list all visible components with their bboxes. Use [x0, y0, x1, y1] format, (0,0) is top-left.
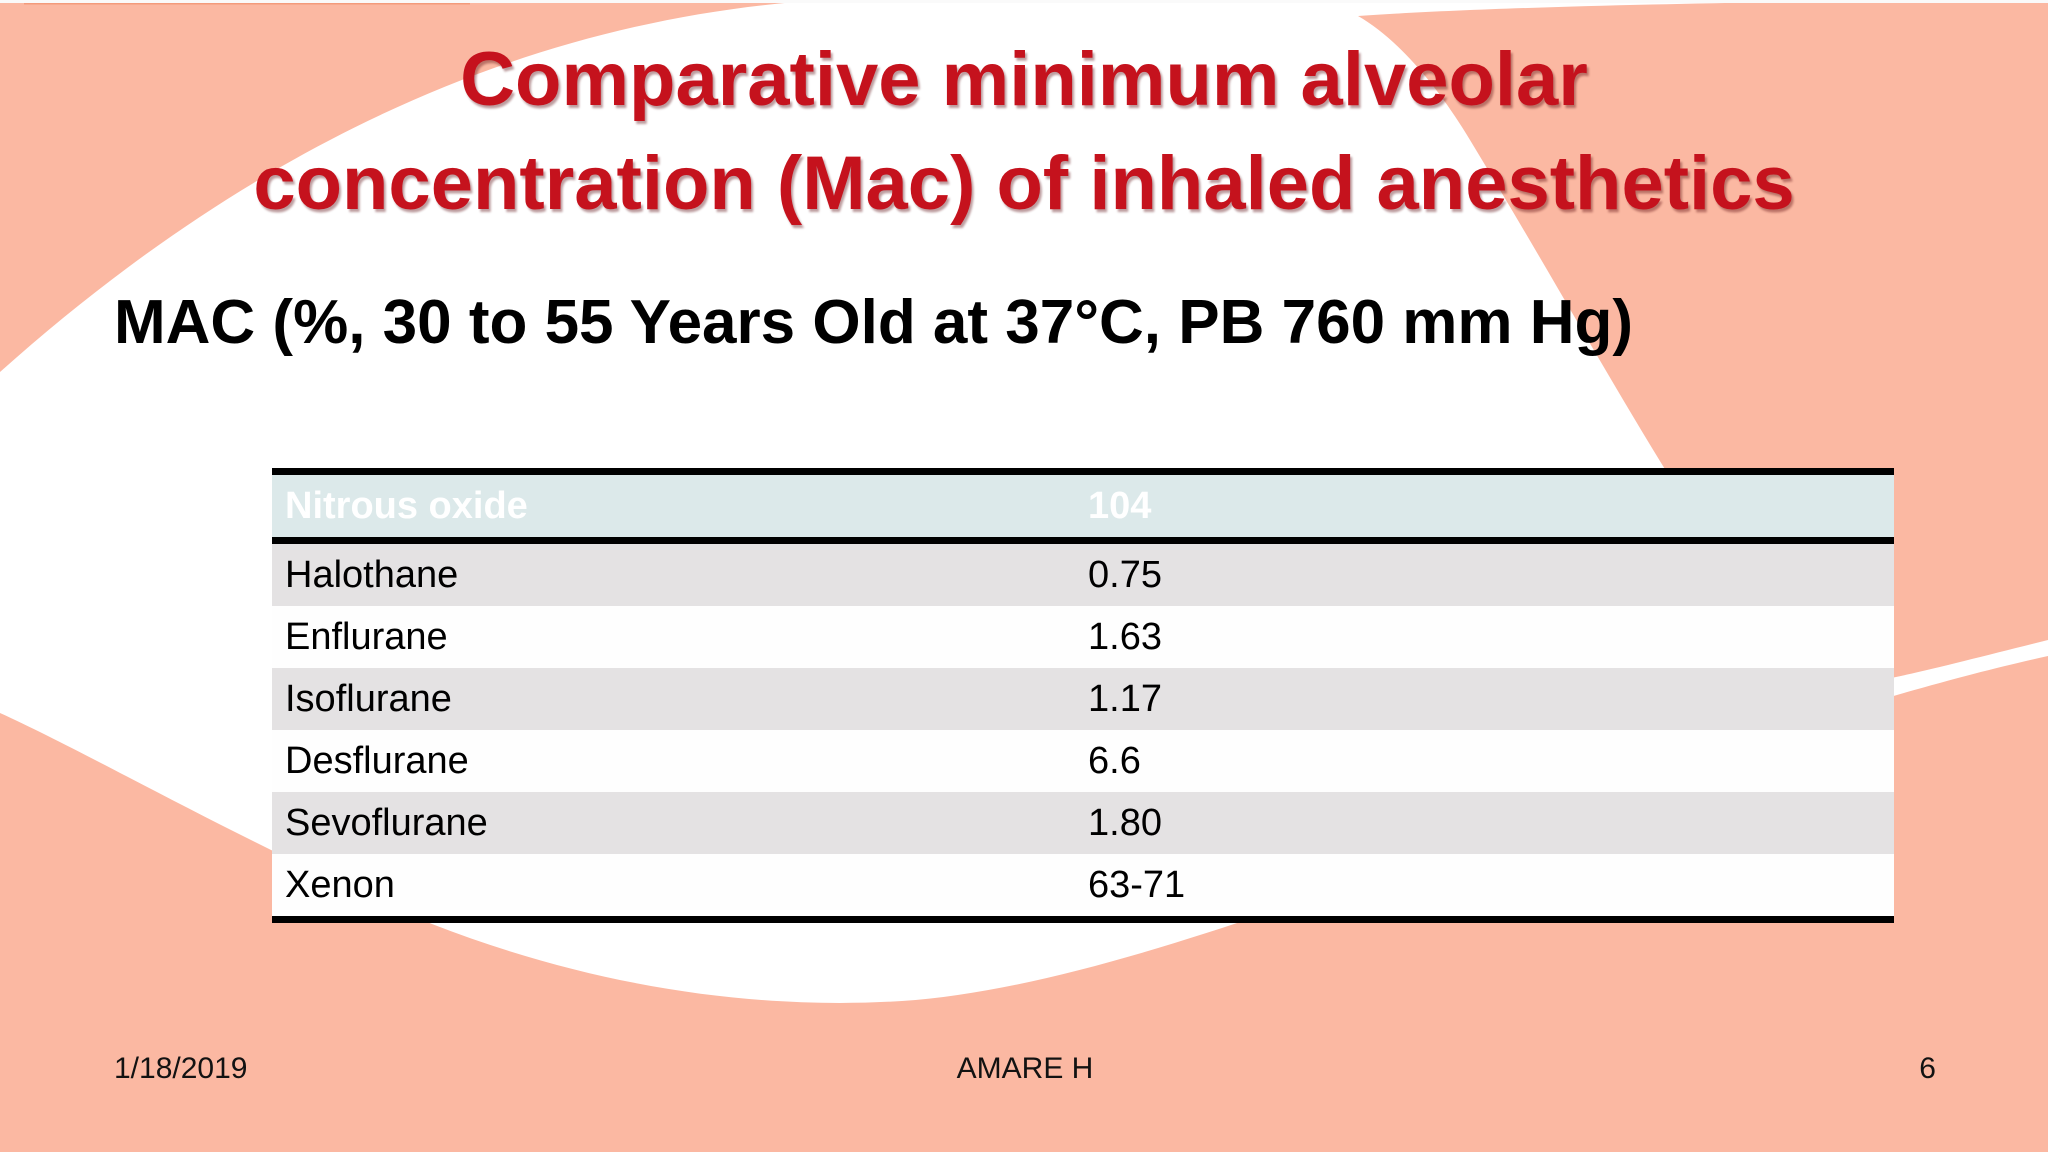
slide-top-edge [0, 0, 2048, 3]
slide-title-line1: Comparative minimum alveolar [460, 37, 1588, 122]
agent-cell: Sevoflurane [285, 801, 488, 844]
mac-cell: 6.6 [1088, 739, 1141, 782]
mac-cell: 63-71 [1088, 863, 1186, 906]
mac-cell: 0.75 [1088, 553, 1162, 596]
footer-author: AMARE H [956, 1052, 1094, 1085]
table-header-row: Nitrous oxide 104 [272, 475, 1894, 544]
agent-cell: Isoflurane [285, 677, 452, 720]
mac-cell: 1.17 [1088, 677, 1162, 720]
mac-comparison-table: Nitrous oxide 104 Halothane 0.75 Enflura… [272, 468, 1894, 923]
agent-cell: Xenon [285, 863, 395, 906]
mac-cell: 1.80 [1088, 801, 1162, 844]
table-row: Desflurane 6.6 [272, 730, 1894, 792]
swoosh-upper-left [0, 0, 822, 372]
table-row: Sevoflurane 1.80 [272, 792, 1894, 854]
agent-cell: Desflurane [285, 739, 469, 782]
table-row: Isoflurane 1.17 [272, 668, 1894, 730]
header-agent-cell: Nitrous oxide [285, 484, 528, 527]
slide-subtitle: MAC (%, 30 to 55 Years Old at 37°C, PB 7… [114, 288, 1634, 357]
table-row: Xenon 63-71 [272, 854, 1894, 916]
footer-date: 1/18/2019 [114, 1052, 248, 1085]
swoosh-lower [0, 656, 2048, 1152]
footer-page-number: 6 [1919, 1052, 1936, 1085]
mac-cell: 1.63 [1088, 615, 1162, 658]
slide-footer: 1/18/2019 AMARE H 6 [114, 1052, 1936, 1086]
slide-title: Comparative minimum alveolar concentrati… [40, 28, 2008, 236]
agent-cell: Enflurane [285, 615, 448, 658]
table-row: Enflurane 1.63 [272, 606, 1894, 668]
agent-cell: Halothane [285, 553, 459, 596]
table-row: Halothane 0.75 [272, 544, 1894, 606]
header-mac-cell: 104 [1088, 484, 1152, 527]
slide-title-line2: concentration (Mac) of inhaled anestheti… [253, 141, 1795, 226]
